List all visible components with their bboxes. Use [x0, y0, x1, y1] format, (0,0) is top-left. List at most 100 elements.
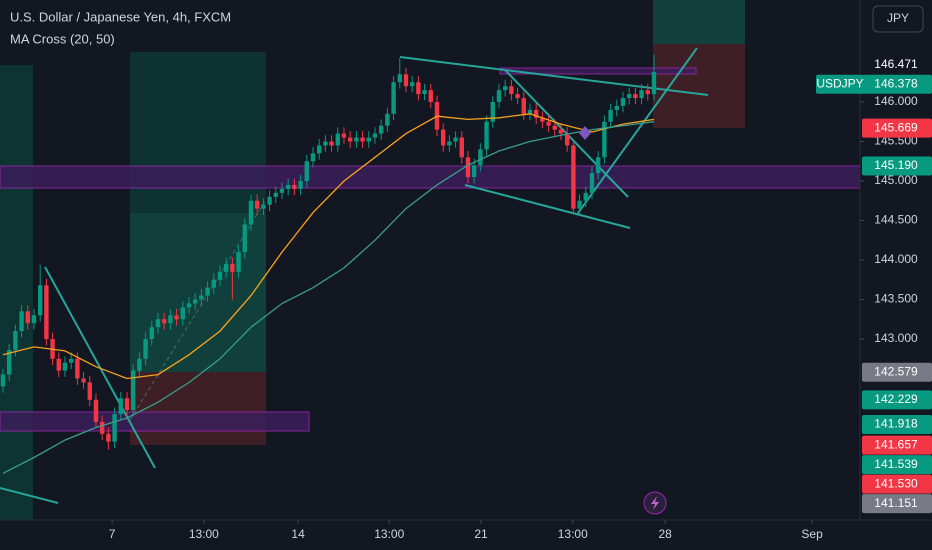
- candle-body: [168, 315, 173, 324]
- candle-body: [285, 184, 291, 189]
- currency-label[interactable]: JPY: [887, 11, 909, 25]
- candle-body: [465, 157, 471, 178]
- candle-body: [502, 86, 508, 91]
- candle-body: [19, 311, 24, 332]
- candle-body: [577, 200, 582, 209]
- candle-body: [602, 121, 607, 158]
- candle-body: [279, 188, 285, 193]
- candle-body: [180, 307, 185, 320]
- chart-title: U.S. Dollar / Japanese Yen, 4h, FXCM: [10, 9, 231, 24]
- price-tag-label: 145.669: [874, 120, 918, 134]
- candle-body: [626, 94, 632, 99]
- event-icon-bolt: [651, 496, 659, 510]
- currency-button[interactable]: [872, 5, 924, 33]
- candle-body: [118, 398, 123, 415]
- candle-body: [199, 295, 204, 300]
- candle-body: [106, 433, 111, 442]
- candle-body: [347, 137, 353, 142]
- candle-body: [620, 98, 626, 106]
- zone: [0, 411, 310, 432]
- candle-body: [137, 358, 142, 371]
- candle-body: [540, 117, 545, 122]
- candle-body: [564, 133, 570, 146]
- candle-body: [639, 90, 644, 99]
- candle-body: [341, 133, 347, 138]
- price-tag-label: 142.229: [874, 392, 918, 406]
- candle-body: [490, 101, 495, 122]
- x-tick-label: 7: [109, 527, 116, 541]
- price-tag: [862, 435, 932, 455]
- x-tick-label: 13:00: [558, 527, 588, 541]
- candle-body: [416, 82, 421, 95]
- candle-body: [354, 137, 359, 142]
- candle-body: [440, 129, 446, 146]
- candle-body: [267, 196, 272, 205]
- price-tag: [862, 362, 932, 382]
- candle-body: [211, 279, 216, 288]
- overlays: [579, 126, 667, 515]
- price-tag-label: 141.530: [874, 476, 918, 490]
- candle-body: [149, 327, 154, 340]
- indicator-label: MA Cross (20, 50): [10, 31, 115, 46]
- candle-body: [335, 133, 340, 146]
- candle-body: [81, 378, 86, 383]
- y-tick-label: 144.000: [874, 252, 918, 266]
- position-box: [130, 52, 266, 213]
- candle-body: [484, 121, 489, 150]
- candle-body: [31, 315, 37, 324]
- candle-body: [527, 109, 533, 114]
- candle-body: [633, 94, 638, 99]
- candle-body: [192, 299, 198, 304]
- candle-body: [93, 399, 99, 422]
- position-box: [0, 65, 33, 520]
- candle-body: [360, 137, 365, 142]
- x-tick-label: 21: [474, 527, 488, 541]
- candle-body: [130, 370, 136, 411]
- candle-body: [37, 285, 43, 316]
- candle-body: [112, 414, 117, 442]
- trendlines: [0, 47, 709, 504]
- candle-body: [471, 165, 477, 178]
- candle-body: [87, 382, 92, 400]
- price-tag: [862, 414, 932, 434]
- price-tag-label: 146.378: [874, 76, 918, 90]
- candle-body: [558, 129, 564, 134]
- candle-body: [546, 121, 551, 126]
- x-tick-label: Sep: [801, 527, 823, 541]
- y-tick-label: 146.000: [874, 94, 918, 108]
- ma-line: [2, 113, 655, 380]
- candle-body: [571, 145, 576, 209]
- candle-body: [366, 137, 371, 142]
- candle-body: [614, 105, 619, 110]
- candle-body: [25, 311, 30, 324]
- x-tick-label: 14: [291, 527, 305, 541]
- candle-body: [378, 125, 384, 134]
- candle-body: [521, 98, 526, 114]
- price-tag-label: 141.151: [874, 496, 918, 510]
- candle-body: [478, 149, 483, 166]
- candle-body: [248, 200, 254, 225]
- candle-body: [75, 358, 80, 379]
- candle-body: [62, 362, 68, 371]
- ma-lines: [2, 113, 655, 474]
- candle-body: [44, 285, 49, 340]
- candle-body: [316, 145, 322, 154]
- target-box: [653, 0, 745, 44]
- candle-body: [515, 94, 520, 99]
- stop-box: [130, 372, 266, 445]
- trendline: [44, 266, 156, 469]
- x-tick-label: 13:00: [374, 527, 404, 541]
- candle-body: [292, 184, 297, 189]
- y-tick-label: 144.500: [874, 213, 918, 227]
- candle-body: [385, 113, 390, 126]
- price-tag: [862, 494, 932, 514]
- price-tag-label: 141.918: [874, 417, 918, 431]
- candle-body: [56, 358, 61, 371]
- candle-body: [261, 204, 266, 209]
- price-tag-label: 146.471: [874, 57, 918, 71]
- candle-body: [217, 271, 223, 280]
- symbol-tag-label: USDJPY: [816, 76, 863, 90]
- trendline: [464, 184, 631, 229]
- candle-body: [589, 173, 595, 193]
- candle-body: [403, 74, 409, 87]
